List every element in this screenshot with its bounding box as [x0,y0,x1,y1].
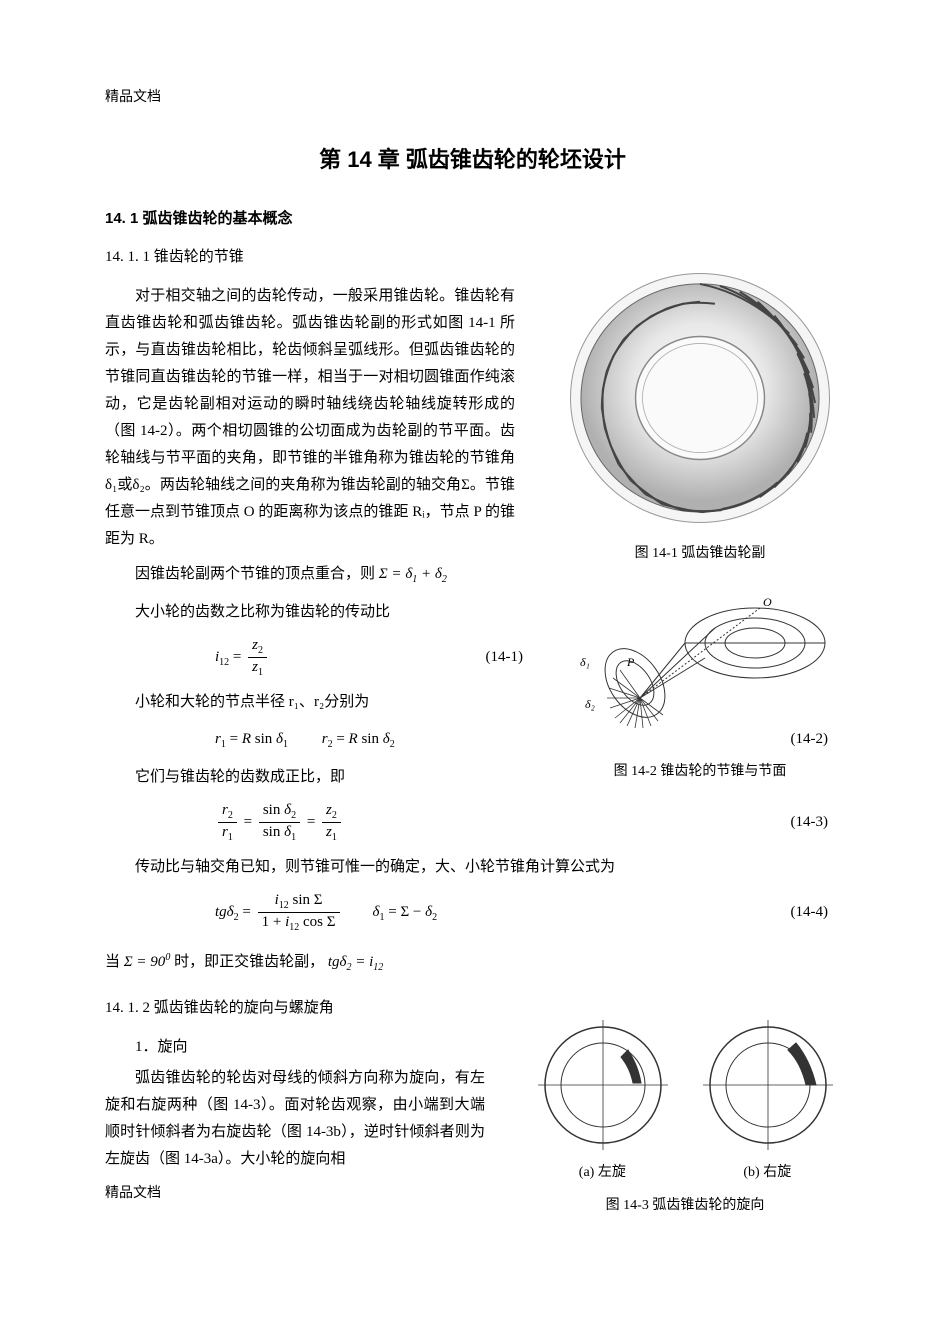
header-mark: 精品文档 [105,85,840,110]
cone-label-d2: δ₂ [585,697,595,711]
para-ratio: 大小轮的齿数之比称为锥齿轮的传动比 [105,599,515,626]
text-block-intro: 对于相交轴之间的齿轮传动，一般采用锥齿轮。锥齿轮有直齿锥齿轮和弧齿锥齿轮。弧齿锥… [105,283,515,679]
formula-14-4: tgδ2 = i12 sin Σ 1 + i12 cos Σ δ1 = Σ − … [105,891,840,934]
figure-14-1: 图 14-1 弧齿锥齿轮副 [560,273,840,566]
section-14-1-title: 14. 1 弧齿锥齿轮的基本概念 [105,205,840,232]
cone-drawing: O P δ₁ δ₂ [565,578,835,733]
figure-14-2-caption: 图 14-2 锥齿轮的节锥与节面 [560,759,840,784]
figure-14-2: O P δ₁ δ₂ 图 14-2 锥齿轮的节锥与节面 [560,578,840,784]
formula-14-3: r2 r1 = sin δ2 sin δ1 = z2 z1 (14-3) [105,801,840,844]
formula-14-1: i12 = z2 z1 (14-1) [105,636,535,679]
content-section-2: 14. 1. 2 弧齿锥齿轮的旋向与螺旋角 (a) 左旋 (b) 右旋 图 [105,995,840,1206]
figure-14-1-caption: 图 14-1 弧齿锥齿轮副 [560,541,840,566]
para7-mid: 时，即正交锥齿轮副， [174,954,324,970]
cone-label-p: P [626,655,635,669]
figure-14-3-label-b: (b) 右旋 [743,1160,791,1185]
formula-14-4-number: (14-4) [791,899,841,926]
para-determine: 传动比与轴交角已知，则节锥可惟一的确定，大、小轮节锥角计算公式为 [105,854,840,881]
cone-label-d1: δ₁ [580,655,590,669]
formula-sigma: Σ = δ1 + δ2 [379,566,447,582]
rotation-right-drawing [698,1015,838,1155]
text-block-rotation: 1．旋向 弧齿锥齿轮的轮齿对母线的倾斜方向称为旋向，有左旋和右旋两种（图 14-… [105,1034,485,1173]
para-rotation: 弧齿锥齿轮的轮齿对母线的倾斜方向称为旋向，有左旋和右旋两种（图 14-3）。面对… [105,1065,485,1173]
gear-drawing [570,273,830,523]
para-intro: 对于相交轴之间的齿轮传动，一般采用锥齿轮。锥齿轮有直齿锥齿轮和弧齿锥齿轮。弧齿锥… [105,283,515,553]
para7-prefix: 当 [105,954,120,970]
cone-label-o: O [763,595,772,609]
formula-14-3-number: (14-3) [791,809,841,836]
content-section-1: 图 14-1 弧齿锥齿轮副 [105,283,840,977]
para-sigma-prefix: 因锥齿轮副两个节锥的顶点重合，则 [135,566,379,582]
figure-14-3-caption: 图 14-3 弧齿锥齿轮的旋向 [520,1193,850,1218]
para-orthogonal: 当 Σ = 900 时，即正交锥齿轮副， tgδ2 = i12 [105,949,840,977]
chapter-title: 第 14 章 弧齿锥齿轮的轮坯设计 [105,140,840,180]
para-sigma: 因锥齿轮副两个节锥的顶点重合，则 Σ = δ1 + δ2 [105,561,515,589]
figure-14-3-label-a: (a) 左旋 [579,1160,626,1185]
figure-14-3: (a) 左旋 (b) 右旋 图 14-3 弧齿锥齿轮的旋向 [520,1015,850,1218]
item1-title: 1．旋向 [105,1034,485,1061]
rotation-left-drawing [533,1015,673,1155]
formula-14-1-number: (14-1) [486,644,536,671]
subsection-14-1-1-title: 14. 1. 1 锥齿轮的节锥 [105,244,840,271]
